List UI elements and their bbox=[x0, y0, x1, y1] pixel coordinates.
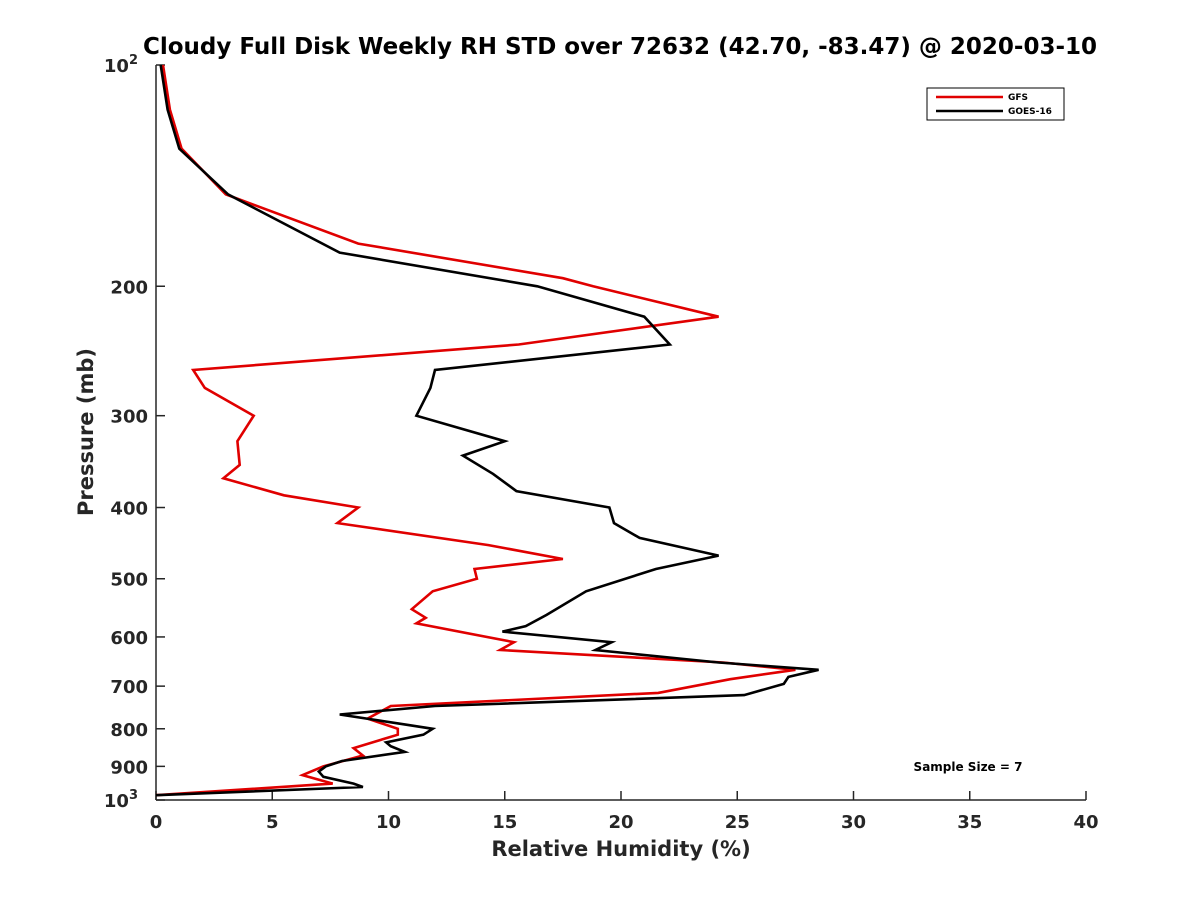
x-tick-label: 5 bbox=[266, 812, 279, 833]
x-tick-label: 30 bbox=[841, 812, 866, 833]
y-tick-label: 700 bbox=[110, 677, 148, 698]
series-line-goes-16 bbox=[155, 64, 819, 797]
y-tick-label: 400 bbox=[110, 499, 148, 520]
x-tick-label: 25 bbox=[725, 812, 750, 833]
y-tick-label: 102 bbox=[104, 53, 138, 77]
x-axis-label: Relative Humidity (%) bbox=[491, 837, 750, 861]
y-tick-label: 900 bbox=[110, 757, 148, 778]
x-tick-label: 15 bbox=[492, 812, 517, 833]
y-tick-label: 500 bbox=[110, 570, 148, 591]
y-tick-label: 800 bbox=[110, 720, 148, 741]
series-lines bbox=[155, 64, 819, 797]
x-tick-label: 10 bbox=[376, 812, 401, 833]
y-ticks: 102 200 300 400 500 600 700 800 900 103 bbox=[104, 53, 165, 812]
y-tick-label: 200 bbox=[110, 277, 148, 298]
series-line-gfs bbox=[155, 64, 796, 797]
y-axis-label: Pressure (mb) bbox=[74, 348, 98, 516]
x-tick-label: 0 bbox=[150, 812, 163, 833]
y-tick-label: 300 bbox=[110, 407, 148, 428]
legend-label-gfs: GFS bbox=[1008, 93, 1028, 103]
legend: GFS GOES-16 bbox=[926, 87, 1065, 121]
chart-title: Cloudy Full Disk Weekly RH STD over 7263… bbox=[143, 34, 1097, 60]
x-ticks: 0 5 10 15 20 25 30 35 40 bbox=[150, 791, 1099, 833]
x-tick-label: 35 bbox=[957, 812, 982, 833]
legend-label-goes-16: GOES-16 bbox=[1008, 107, 1052, 117]
legend-box bbox=[926, 87, 1065, 121]
y-tick-label: 600 bbox=[110, 628, 148, 649]
x-tick-label: 20 bbox=[608, 812, 633, 833]
x-tick-label: 40 bbox=[1073, 812, 1098, 833]
plot-area: 0 5 10 15 20 25 30 35 40 102 200 300 400 500 600 700 80… bbox=[104, 53, 1099, 833]
sample-size-annotation: Sample Size = 7 bbox=[914, 760, 1023, 774]
y-tick-label: 103 bbox=[104, 788, 138, 812]
